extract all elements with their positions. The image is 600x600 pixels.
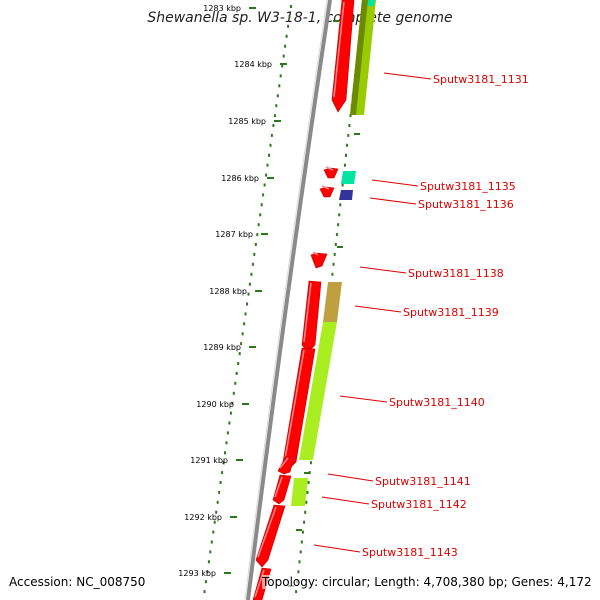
gene-label-leader <box>327 473 374 482</box>
inner-kbp-tick <box>337 246 343 248</box>
genome-summary-text: Topology: circular; Length: 4,708,380 bp… <box>262 575 592 589</box>
protein-feature-shade <box>350 0 368 115</box>
gene-label[interactable]: Sputw3181_1135 <box>420 180 516 193</box>
kbp-label: 1287 kbp <box>215 230 253 239</box>
kbp-tick <box>224 572 231 574</box>
outer-tick-track <box>203 5 292 594</box>
gene-arrow[interactable] <box>282 347 316 471</box>
kbp-label: 1290 kbp <box>196 400 234 409</box>
gene-label-leader <box>369 197 417 205</box>
genome-backbone <box>246 0 332 600</box>
gene-arrow[interactable] <box>301 280 322 353</box>
gene-label-leader <box>313 544 361 553</box>
protein-feature-block[interactable] <box>299 322 337 460</box>
gene-label[interactable]: Sputw3181_1131 <box>433 73 529 86</box>
gene-label-leader <box>359 266 407 274</box>
gene-label[interactable]: Sputw3181_1141 <box>375 475 471 488</box>
kbp-label: 1284 kbp <box>234 60 272 69</box>
genome-backbone-highlight <box>244 0 328 600</box>
kbp-tick <box>280 63 287 65</box>
kbp-tick <box>267 177 274 179</box>
kbp-label: 1286 kbp <box>221 174 259 183</box>
protein-feature-block[interactable] <box>323 282 342 322</box>
protein-feature-block[interactable] <box>341 171 356 184</box>
protein-feature-track <box>291 0 376 506</box>
kbp-label: 1285 kbp <box>228 117 266 126</box>
gene-label-leader <box>321 496 370 505</box>
protein-feature-block[interactable] <box>339 190 353 200</box>
kbp-tick <box>261 233 268 235</box>
kbp-label: 1293 kbp <box>178 569 216 578</box>
gene-arrow[interactable] <box>310 252 328 269</box>
gene-label[interactable]: Sputw3181_1139 <box>403 306 499 319</box>
gene-label[interactable]: Sputw3181_1138 <box>408 267 504 280</box>
inner-kbp-tick <box>296 529 302 531</box>
kbp-tick <box>249 7 256 9</box>
gene-label[interactable]: Sputw3181_1142 <box>371 498 467 511</box>
kbp-tick <box>249 346 256 348</box>
gene-arrow[interactable] <box>323 167 339 179</box>
gene-label[interactable]: Sputw3181_1143 <box>362 546 458 559</box>
kbp-tick <box>274 120 281 122</box>
gene-label-leader <box>339 395 388 403</box>
kbp-tick <box>236 459 243 461</box>
gene-label-leader <box>371 179 419 187</box>
kbp-label: 1289 kbp <box>203 343 241 352</box>
kbp-label: 1291 kbp <box>190 456 228 465</box>
kbp-tick <box>230 516 237 518</box>
kbp-label: 1283 kbp <box>203 4 241 13</box>
gene-arrow[interactable] <box>277 455 295 475</box>
gene-label[interactable]: Sputw3181_1140 <box>389 396 485 409</box>
gene-arrow[interactable] <box>255 504 286 568</box>
gene-label-leader <box>354 305 402 313</box>
inner-kbp-tick <box>333 20 339 22</box>
kbp-label: 1292 kbp <box>184 513 222 522</box>
gene-label-leader <box>383 72 432 80</box>
gene-label[interactable]: Sputw3181_1136 <box>418 198 514 211</box>
protein-feature-block[interactable] <box>291 478 308 506</box>
gene-arrow[interactable] <box>331 0 355 113</box>
kbp-tick <box>255 290 262 292</box>
inner-kbp-tick <box>354 133 360 135</box>
kbp-label: 1288 kbp <box>209 287 247 296</box>
map-title: Shewanella sp. W3-18-1, complete genome <box>147 10 453 26</box>
kbp-tick <box>242 403 249 405</box>
inner-kbp-tick <box>304 472 310 474</box>
gene-arrow[interactable] <box>272 474 292 505</box>
accession-text: Accession: NC_008750 <box>9 575 146 589</box>
gene-arrow[interactable] <box>319 186 335 198</box>
